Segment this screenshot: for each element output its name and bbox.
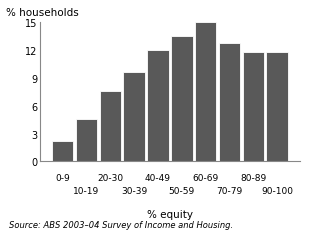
Bar: [52, 141, 74, 162]
Bar: [147, 51, 169, 162]
Bar: [219, 43, 240, 162]
Bar: [124, 73, 145, 162]
Text: 90-100: 90-100: [261, 187, 293, 196]
Text: 30-39: 30-39: [121, 187, 147, 196]
Text: 80-89: 80-89: [240, 173, 266, 182]
Text: 40-49: 40-49: [145, 173, 171, 182]
Text: 10-19: 10-19: [74, 187, 100, 196]
Bar: [76, 119, 97, 162]
Text: 20-30: 20-30: [97, 173, 123, 182]
Text: 0-9: 0-9: [55, 173, 70, 182]
Bar: [243, 53, 264, 162]
Text: Source: ABS 2003–04 Survey of Income and Housing.: Source: ABS 2003–04 Survey of Income and…: [9, 220, 233, 229]
Bar: [171, 37, 193, 162]
Bar: [99, 91, 121, 162]
Text: 50-59: 50-59: [169, 187, 195, 196]
Text: % households: % households: [6, 8, 79, 18]
Text: 70-79: 70-79: [216, 187, 243, 196]
Bar: [195, 23, 216, 162]
Bar: [266, 53, 288, 162]
Text: 60-69: 60-69: [193, 173, 219, 182]
Text: % equity: % equity: [147, 209, 193, 219]
